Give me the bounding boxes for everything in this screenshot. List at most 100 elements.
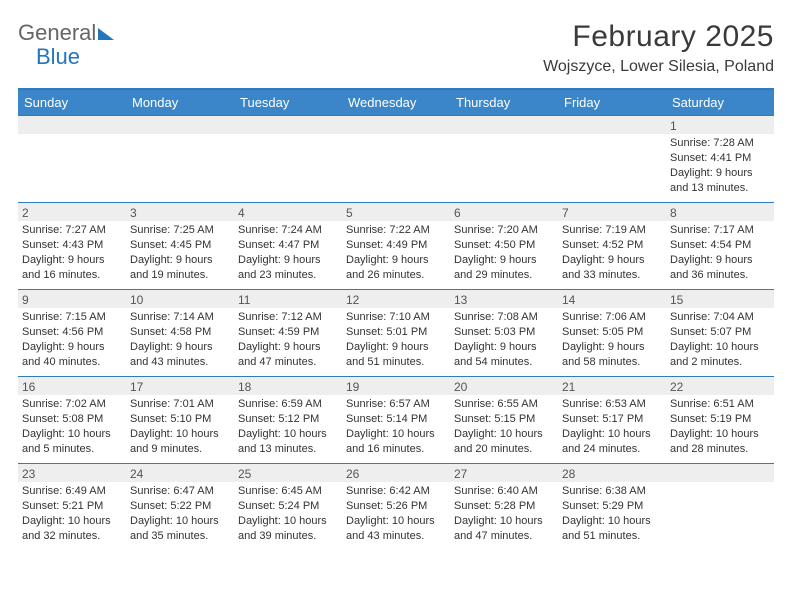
day-body: Sunrise: 6:42 AMSunset: 5:26 PMDaylight:… — [342, 482, 450, 547]
calendar: Sunday Monday Tuesday Wednesday Thursday… — [18, 88, 774, 550]
weekday-wed: Wednesday — [342, 90, 450, 115]
day-body: Sunrise: 7:19 AMSunset: 4:52 PMDaylight:… — [558, 221, 666, 286]
day-number: 19 — [342, 377, 450, 395]
day-number: 6 — [450, 203, 558, 221]
day-number: 27 — [450, 464, 558, 482]
day-cell — [450, 116, 558, 202]
day-line: Sunset: 4:59 PM — [238, 325, 338, 340]
day-line: Sunrise: 7:27 AM — [22, 223, 122, 238]
month-title: February 2025 — [543, 20, 774, 54]
day-body — [342, 134, 450, 140]
day-line: Sunset: 5:01 PM — [346, 325, 446, 340]
day-number: 28 — [558, 464, 666, 482]
page-header: General February 2025 Wojszyce, Lower Si… — [18, 20, 774, 76]
day-number — [558, 116, 666, 134]
day-cell: 3Sunrise: 7:25 AMSunset: 4:45 PMDaylight… — [126, 203, 234, 289]
day-cell: 27Sunrise: 6:40 AMSunset: 5:28 PMDayligh… — [450, 464, 558, 550]
day-cell: 28Sunrise: 6:38 AMSunset: 5:29 PMDayligh… — [558, 464, 666, 550]
week-row: 9Sunrise: 7:15 AMSunset: 4:56 PMDaylight… — [18, 289, 774, 376]
day-cell: 25Sunrise: 6:45 AMSunset: 5:24 PMDayligh… — [234, 464, 342, 550]
logo-word-1: General — [18, 20, 96, 46]
day-cell: 1Sunrise: 7:28 AMSunset: 4:41 PMDaylight… — [666, 116, 774, 202]
day-number: 3 — [126, 203, 234, 221]
day-number: 11 — [234, 290, 342, 308]
week-row: 16Sunrise: 7:02 AMSunset: 5:08 PMDayligh… — [18, 376, 774, 463]
day-line: Daylight: 9 hours and 36 minutes. — [670, 253, 770, 283]
day-line: Daylight: 10 hours and 43 minutes. — [346, 514, 446, 544]
day-line: Sunrise: 7:06 AM — [562, 310, 662, 325]
day-line: Sunrise: 6:59 AM — [238, 397, 338, 412]
day-body: Sunrise: 6:38 AMSunset: 5:29 PMDaylight:… — [558, 482, 666, 547]
day-body: Sunrise: 7:06 AMSunset: 5:05 PMDaylight:… — [558, 308, 666, 373]
day-number: 14 — [558, 290, 666, 308]
day-line: Daylight: 9 hours and 29 minutes. — [454, 253, 554, 283]
day-line: Sunset: 4:43 PM — [22, 238, 122, 253]
day-body: Sunrise: 7:28 AMSunset: 4:41 PMDaylight:… — [666, 134, 774, 199]
week-row: 23Sunrise: 6:49 AMSunset: 5:21 PMDayligh… — [18, 463, 774, 550]
day-number: 20 — [450, 377, 558, 395]
day-cell — [558, 116, 666, 202]
day-body — [18, 134, 126, 140]
day-body: Sunrise: 6:47 AMSunset: 5:22 PMDaylight:… — [126, 482, 234, 547]
day-number: 7 — [558, 203, 666, 221]
day-number: 17 — [126, 377, 234, 395]
location-text: Wojszyce, Lower Silesia, Poland — [543, 58, 774, 76]
day-body: Sunrise: 7:20 AMSunset: 4:50 PMDaylight:… — [450, 221, 558, 286]
day-number — [234, 116, 342, 134]
day-line: Sunset: 5:05 PM — [562, 325, 662, 340]
day-number: 22 — [666, 377, 774, 395]
day-cell: 21Sunrise: 6:53 AMSunset: 5:17 PMDayligh… — [558, 377, 666, 463]
day-number: 8 — [666, 203, 774, 221]
day-cell: 8Sunrise: 7:17 AMSunset: 4:54 PMDaylight… — [666, 203, 774, 289]
day-line: Sunset: 5:28 PM — [454, 499, 554, 514]
day-cell: 15Sunrise: 7:04 AMSunset: 5:07 PMDayligh… — [666, 290, 774, 376]
day-line: Sunrise: 7:10 AM — [346, 310, 446, 325]
logo-triangle-icon — [98, 28, 114, 40]
week-row: 2Sunrise: 7:27 AMSunset: 4:43 PMDaylight… — [18, 202, 774, 289]
day-number: 23 — [18, 464, 126, 482]
day-number: 1 — [666, 116, 774, 134]
weekday-header-row: Sunday Monday Tuesday Wednesday Thursday… — [18, 90, 774, 115]
day-cell: 13Sunrise: 7:08 AMSunset: 5:03 PMDayligh… — [450, 290, 558, 376]
day-line: Sunrise: 6:45 AM — [238, 484, 338, 499]
day-cell — [234, 116, 342, 202]
logo-word-2: Blue — [36, 44, 80, 69]
day-line: Daylight: 10 hours and 28 minutes. — [670, 427, 770, 457]
day-line: Sunset: 5:26 PM — [346, 499, 446, 514]
day-number: 12 — [342, 290, 450, 308]
day-body: Sunrise: 6:55 AMSunset: 5:15 PMDaylight:… — [450, 395, 558, 460]
day-cell: 2Sunrise: 7:27 AMSunset: 4:43 PMDaylight… — [18, 203, 126, 289]
day-body — [450, 134, 558, 140]
day-cell: 4Sunrise: 7:24 AMSunset: 4:47 PMDaylight… — [234, 203, 342, 289]
weekday-mon: Monday — [126, 90, 234, 115]
day-line: Sunset: 4:49 PM — [346, 238, 446, 253]
day-body — [234, 134, 342, 140]
day-line: Sunrise: 7:15 AM — [22, 310, 122, 325]
day-cell — [126, 116, 234, 202]
day-line: Daylight: 9 hours and 47 minutes. — [238, 340, 338, 370]
day-line: Sunrise: 7:14 AM — [130, 310, 230, 325]
day-body: Sunrise: 7:15 AMSunset: 4:56 PMDaylight:… — [18, 308, 126, 373]
day-line: Sunset: 4:47 PM — [238, 238, 338, 253]
day-number — [450, 116, 558, 134]
day-line: Sunset: 4:58 PM — [130, 325, 230, 340]
day-line: Daylight: 9 hours and 58 minutes. — [562, 340, 662, 370]
day-line: Sunrise: 6:47 AM — [130, 484, 230, 499]
day-body — [558, 134, 666, 140]
day-number: 25 — [234, 464, 342, 482]
day-number: 26 — [342, 464, 450, 482]
day-line: Sunset: 5:21 PM — [22, 499, 122, 514]
day-number: 5 — [342, 203, 450, 221]
day-cell — [18, 116, 126, 202]
day-cell: 19Sunrise: 6:57 AMSunset: 5:14 PMDayligh… — [342, 377, 450, 463]
day-line: Sunrise: 7:04 AM — [670, 310, 770, 325]
day-number: 4 — [234, 203, 342, 221]
day-line: Sunset: 5:19 PM — [670, 412, 770, 427]
day-line: Sunrise: 7:17 AM — [670, 223, 770, 238]
day-cell: 9Sunrise: 7:15 AMSunset: 4:56 PMDaylight… — [18, 290, 126, 376]
day-number: 13 — [450, 290, 558, 308]
day-body: Sunrise: 6:49 AMSunset: 5:21 PMDaylight:… — [18, 482, 126, 547]
day-number — [126, 116, 234, 134]
day-body: Sunrise: 7:10 AMSunset: 5:01 PMDaylight:… — [342, 308, 450, 373]
day-cell: 12Sunrise: 7:10 AMSunset: 5:01 PMDayligh… — [342, 290, 450, 376]
